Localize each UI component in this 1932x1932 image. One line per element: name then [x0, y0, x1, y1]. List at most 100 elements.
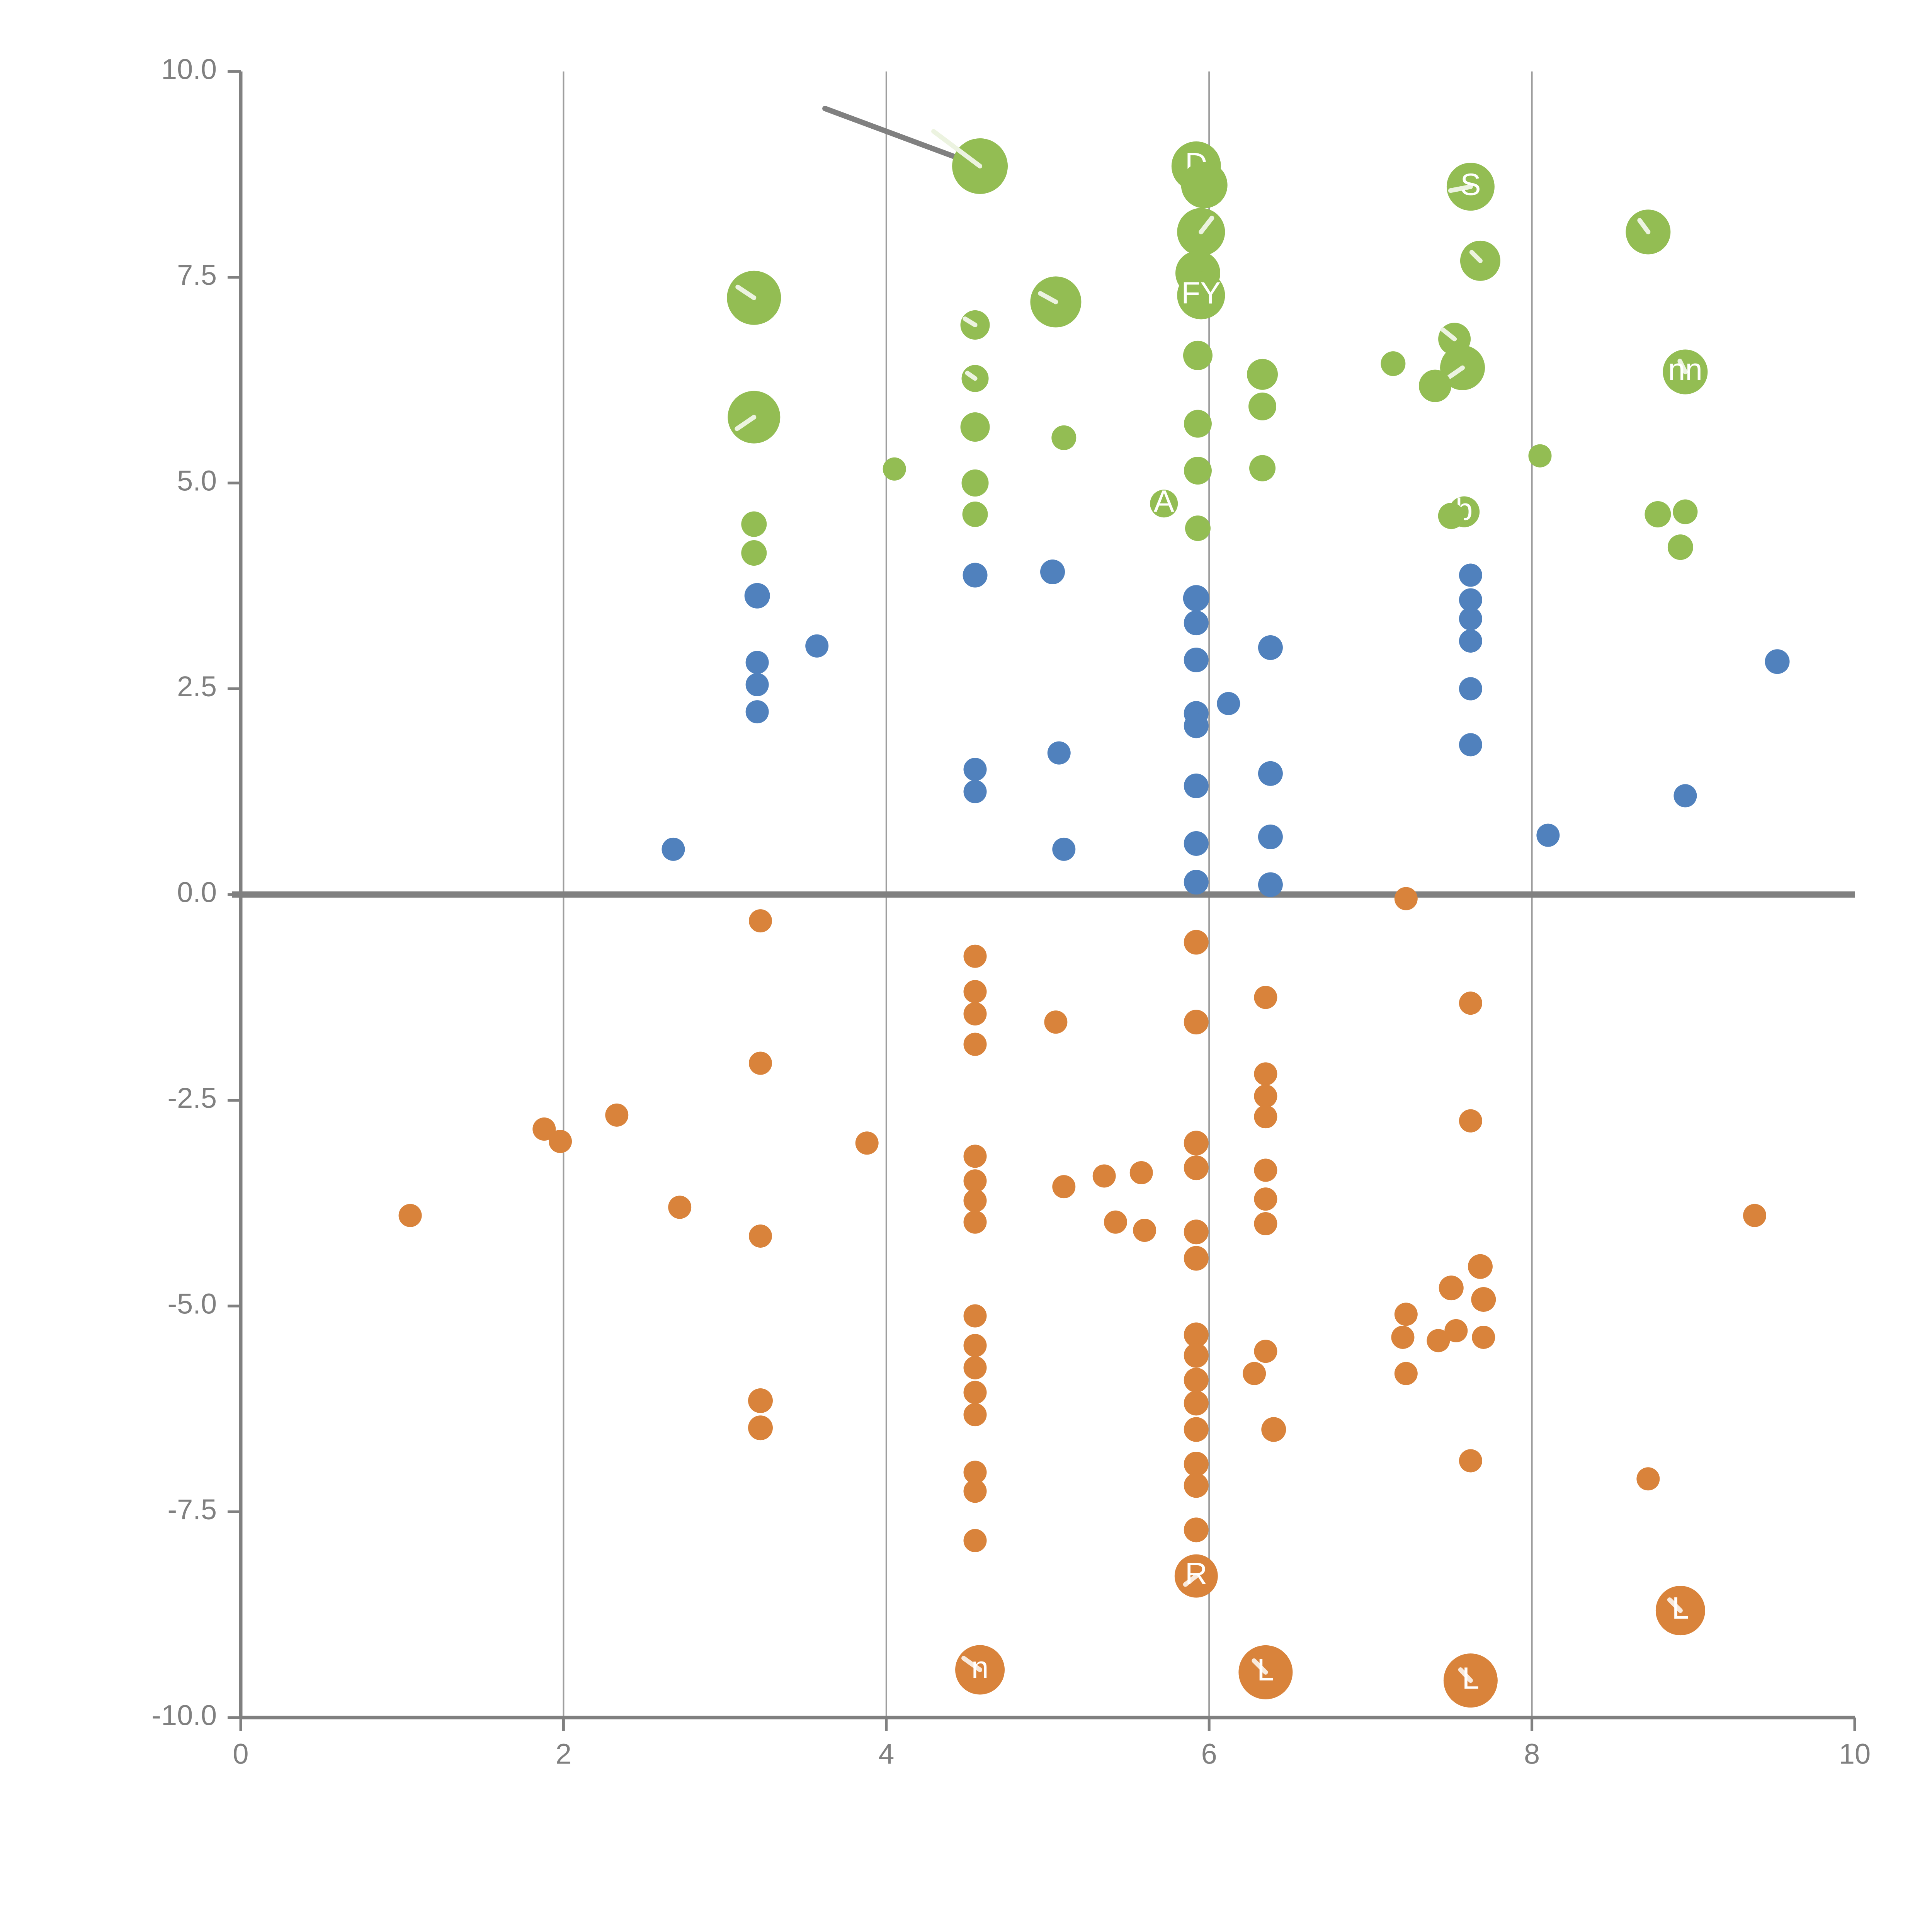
data-point-blue[interactable] [1765, 649, 1790, 674]
data-point-orange[interactable] [1254, 1340, 1277, 1363]
data-point-green[interactable] [1528, 444, 1552, 468]
data-point-orange[interactable] [1459, 1449, 1482, 1473]
data-point-blue[interactable] [745, 673, 769, 696]
data-point-blue[interactable] [1183, 585, 1209, 612]
data-point-blue[interactable] [1459, 563, 1482, 587]
data-point-blue[interactable] [1258, 872, 1283, 897]
data-point-orange[interactable] [855, 1131, 879, 1155]
data-point-orange[interactable] [748, 1224, 772, 1248]
data-point-orange[interactable] [963, 1381, 987, 1404]
data-point-orange[interactable] [1636, 1467, 1660, 1491]
data-point-blue[interactable] [1459, 588, 1482, 612]
data-point-green[interactable] [1183, 340, 1213, 370]
data-point-orange[interactable] [1184, 1343, 1209, 1368]
data-point-orange[interactable] [963, 1210, 987, 1234]
data-point-green[interactable] [1177, 271, 1225, 320]
data-point-orange[interactable] [668, 1196, 692, 1219]
data-point-orange[interactable] [963, 1356, 987, 1379]
data-point-orange[interactable] [1261, 1417, 1286, 1442]
data-point-orange[interactable] [963, 980, 987, 1003]
data-point-green[interactable] [1249, 455, 1276, 481]
data-point-orange[interactable] [1391, 1325, 1415, 1349]
data-point-orange[interactable] [963, 1304, 987, 1328]
data-point-green[interactable] [741, 540, 767, 566]
data-point-orange[interactable] [1468, 1254, 1493, 1279]
data-point-blue[interactable] [1217, 692, 1240, 715]
data-point-orange[interactable] [1254, 1158, 1277, 1182]
data-point-blue[interactable] [963, 563, 988, 588]
data-point-green[interactable] [960, 412, 990, 442]
data-point-orange[interactable] [1104, 1210, 1127, 1234]
data-point-orange[interactable] [398, 1204, 422, 1227]
data-point-orange[interactable] [748, 909, 772, 933]
data-point-orange[interactable] [963, 1461, 987, 1484]
data-point-orange[interactable] [963, 944, 987, 968]
data-point-blue[interactable] [1184, 831, 1209, 856]
data-point-orange[interactable] [532, 1117, 556, 1141]
data-point-orange[interactable] [963, 1032, 987, 1056]
data-point-blue[interactable] [744, 583, 770, 609]
data-point-orange[interactable] [1044, 1010, 1068, 1034]
data-point-orange[interactable] [1394, 887, 1418, 910]
data-point-orange[interactable] [963, 1002, 987, 1026]
data-point-green[interactable] [1438, 503, 1464, 529]
data-point-green[interactable] [883, 457, 906, 481]
data-point-blue[interactable] [1258, 635, 1283, 660]
data-point-green[interactable] [1248, 392, 1277, 420]
data-point-orange[interactable] [1184, 1417, 1209, 1442]
data-point-orange[interactable] [963, 1334, 987, 1357]
data-point-blue[interactable] [1184, 870, 1209, 895]
data-point-orange[interactable] [1184, 1155, 1209, 1180]
data-point-orange[interactable] [1439, 1276, 1464, 1301]
data-point-blue[interactable] [1459, 629, 1482, 653]
data-point-green[interactable] [962, 501, 988, 527]
data-point-green[interactable] [1247, 359, 1278, 390]
data-point-orange[interactable] [1184, 1246, 1209, 1271]
data-point-green[interactable] [741, 511, 767, 537]
data-point-orange[interactable] [1243, 1362, 1266, 1385]
data-point-green[interactable] [1381, 351, 1406, 376]
data-point-green[interactable] [1184, 410, 1212, 438]
data-point-green[interactable] [1051, 425, 1077, 450]
data-point-orange[interactable] [1184, 1517, 1209, 1543]
data-point-blue[interactable] [1459, 607, 1482, 631]
data-point-orange[interactable] [1254, 986, 1277, 1009]
data-point-blue[interactable] [1040, 560, 1065, 585]
data-point-orange[interactable] [963, 1189, 987, 1213]
data-point-orange[interactable] [1444, 1319, 1468, 1342]
data-point-green[interactable] [1185, 515, 1211, 541]
data-point-blue[interactable] [963, 780, 987, 803]
data-point-orange[interactable] [1743, 1204, 1767, 1227]
data-point-orange[interactable] [963, 1145, 987, 1168]
data-point-blue[interactable] [805, 634, 829, 658]
data-point-orange[interactable] [963, 1529, 987, 1553]
data-point-orange[interactable] [1394, 1303, 1418, 1326]
data-point-green[interactable] [1150, 490, 1178, 518]
data-point-orange[interactable] [1471, 1287, 1496, 1312]
data-point-orange[interactable] [1254, 1105, 1277, 1129]
data-point-orange[interactable] [1133, 1219, 1156, 1242]
data-point-orange[interactable] [748, 1388, 773, 1413]
data-point-blue[interactable] [1184, 773, 1209, 798]
data-point-blue[interactable] [662, 837, 685, 861]
data-point-blue[interactable] [1258, 824, 1283, 849]
data-point-blue[interactable] [963, 758, 987, 781]
data-point-orange[interactable] [1184, 1391, 1209, 1416]
data-point-orange[interactable] [1427, 1329, 1450, 1352]
data-point-blue[interactable] [1459, 677, 1482, 701]
data-point-blue[interactable] [1673, 784, 1697, 808]
data-point-orange[interactable] [1184, 1131, 1209, 1156]
data-point-orange[interactable] [549, 1130, 572, 1153]
data-point-orange[interactable] [1394, 1362, 1418, 1385]
data-point-orange[interactable] [1254, 1212, 1277, 1235]
data-point-green[interactable] [1667, 534, 1693, 560]
data-point-blue[interactable] [745, 651, 769, 674]
data-point-orange[interactable] [1459, 1109, 1482, 1133]
data-point-orange[interactable] [963, 1403, 987, 1427]
data-point-orange[interactable] [1184, 930, 1209, 955]
data-point-green[interactable] [1184, 457, 1212, 485]
data-point-blue[interactable] [1258, 761, 1283, 786]
data-point-orange[interactable] [1184, 1322, 1209, 1347]
data-point-green[interactable] [961, 469, 989, 497]
data-point-orange[interactable] [605, 1103, 629, 1127]
